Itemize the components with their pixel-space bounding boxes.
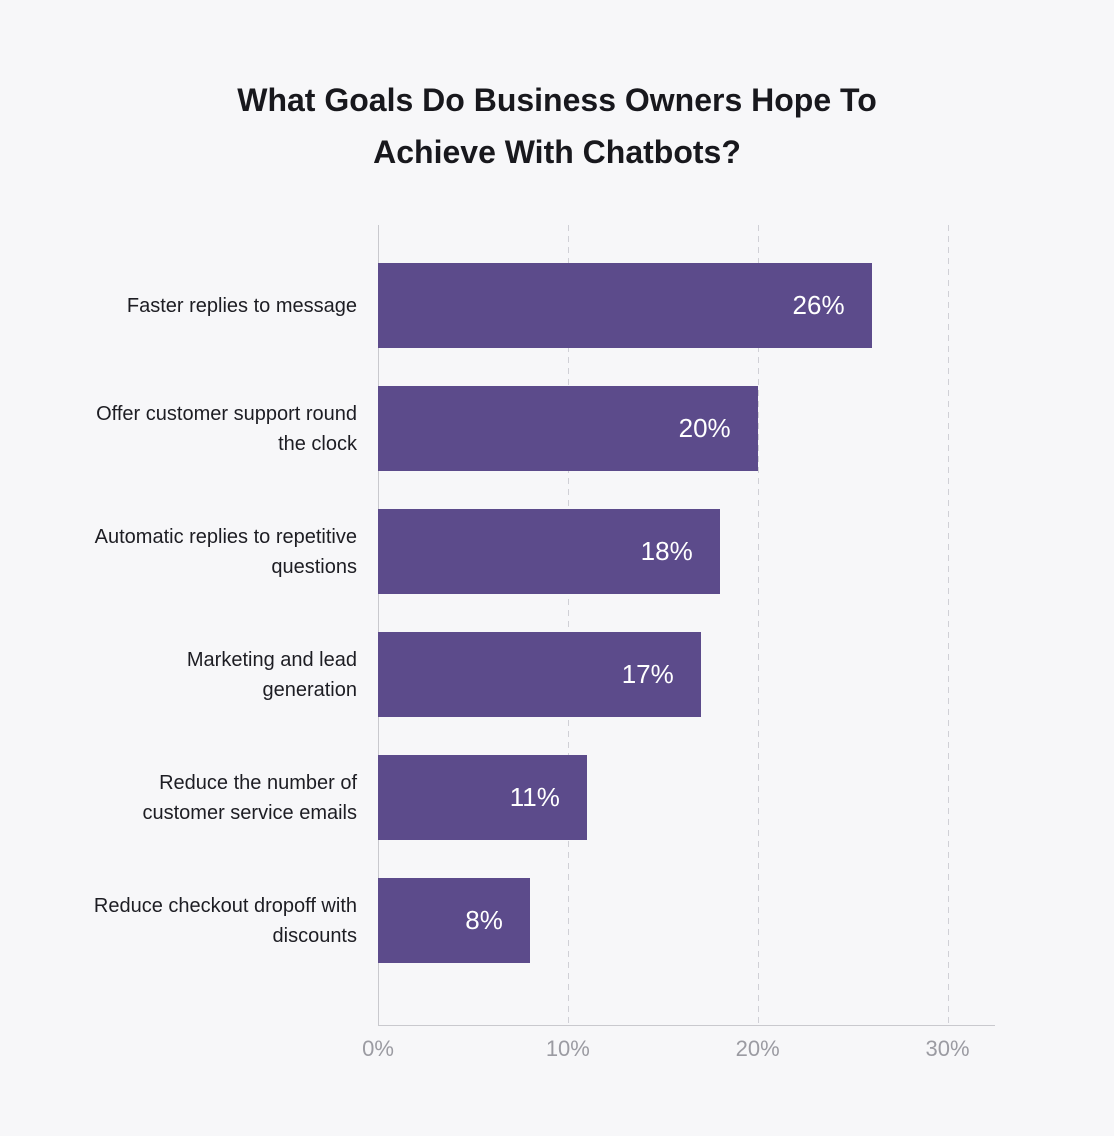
category-label: Reduce checkout dropoff with discounts bbox=[0, 891, 357, 951]
category-label-text: Marketing and lead generation bbox=[186, 648, 357, 701]
bar-value-label: 20% bbox=[678, 413, 731, 443]
bar-row: Marketing and lead generation 17% bbox=[0, 632, 1114, 717]
x-tick-label: 10% bbox=[545, 1036, 590, 1061]
bar-value-label: 18% bbox=[640, 536, 693, 566]
category-label-text: Reduce checkout dropoff with discounts bbox=[93, 894, 357, 947]
category-label: Reduce the number of customer service em… bbox=[0, 768, 357, 828]
bar: 17% bbox=[378, 632, 701, 717]
category-label-text: Reduce the number of customer service em… bbox=[142, 771, 357, 824]
gridline bbox=[567, 225, 569, 1025]
chart-title-line2: Achieve With Chatbots? bbox=[373, 134, 741, 170]
bar: 18% bbox=[378, 509, 720, 594]
x-axis-line bbox=[378, 1025, 995, 1026]
chart-title-line1: What Goals Do Business Owners Hope To bbox=[237, 82, 877, 118]
y-axis-line bbox=[378, 225, 379, 1025]
bar-row: Reduce checkout dropoff with discounts 8… bbox=[0, 878, 1114, 963]
category-label-text: Faster replies to message bbox=[126, 294, 357, 317]
category-label: Marketing and lead generation bbox=[0, 645, 357, 705]
bar-row: Offer customer support round the clock 2… bbox=[0, 386, 1114, 471]
category-label-text: Automatic replies to repetitive question… bbox=[94, 525, 357, 578]
plot-area: Faster replies to message 26% Offer cust… bbox=[0, 225, 1114, 1026]
bar-row: Reduce the number of customer service em… bbox=[0, 755, 1114, 840]
category-label: Automatic replies to repetitive question… bbox=[0, 522, 357, 582]
bar: 26% bbox=[378, 263, 872, 348]
x-tick-label: 0% bbox=[362, 1036, 394, 1061]
bar-row: Faster replies to message 26% bbox=[0, 263, 1114, 348]
bar-value-label: 8% bbox=[465, 905, 503, 935]
bar-value-label: 17% bbox=[621, 659, 674, 689]
category-label: Offer customer support round the clock bbox=[0, 399, 357, 459]
category-label-text: Offer customer support round the clock bbox=[96, 402, 357, 455]
bar: 8% bbox=[378, 878, 530, 963]
bar: 11% bbox=[378, 755, 587, 840]
gridline bbox=[757, 225, 759, 1025]
bar-value-label: 26% bbox=[792, 290, 845, 320]
x-tick-label: 30% bbox=[925, 1036, 970, 1061]
chart-title: What Goals Do Business Owners Hope To Ac… bbox=[0, 74, 1114, 178]
category-label: Faster replies to message bbox=[0, 291, 357, 321]
bar-row: Automatic replies to repetitive question… bbox=[0, 509, 1114, 594]
x-tick-label: 20% bbox=[735, 1036, 780, 1061]
gridline bbox=[947, 225, 949, 1025]
bar: 20% bbox=[378, 386, 758, 471]
bar-value-label: 11% bbox=[509, 782, 560, 812]
